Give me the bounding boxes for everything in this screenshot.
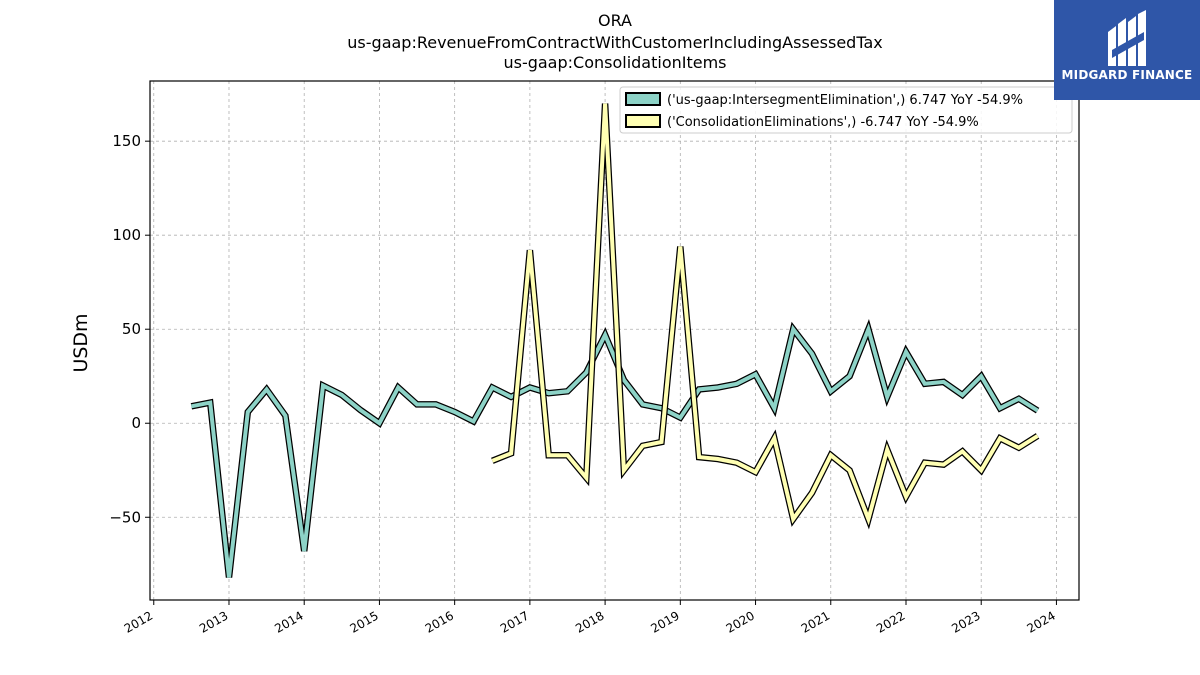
logo-text: MIDGARD FINANCE bbox=[1061, 68, 1193, 82]
x-tick-label: 2018 bbox=[573, 608, 606, 635]
y-tick-label: 50 bbox=[122, 320, 141, 338]
legend-box bbox=[619, 86, 1073, 134]
legend-swatch-consolidation-eliminations bbox=[625, 114, 661, 128]
plot-frame bbox=[149, 80, 1080, 601]
legend-label-intersegment-elimination: ('us-gaap:IntersegmentElimination',) 6.7… bbox=[667, 93, 1023, 108]
series-0-line bbox=[191, 322, 1039, 578]
legend-swatch-intersegment-elimination bbox=[625, 92, 661, 106]
series-layer bbox=[190, 103, 1040, 578]
x-tick-label: 2020 bbox=[724, 608, 757, 635]
logo-mark-icon bbox=[1108, 10, 1146, 66]
legend-label-consolidation-eliminations: ('ConsolidationEliminations',) -6.747 Yo… bbox=[667, 115, 979, 130]
chart-title-line-2: us-gaap:RevenueFromContractWithCustomerI… bbox=[347, 33, 882, 52]
y-tick-label: 150 bbox=[112, 132, 141, 150]
series-0-outline bbox=[190, 319, 1040, 578]
x-tick-label: 2012 bbox=[122, 608, 155, 635]
legend: ('us-gaap:IntersegmentElimination',) 6.7… bbox=[619, 86, 1073, 134]
series-1-line bbox=[491, 103, 1039, 526]
x-tick-label: 2014 bbox=[272, 608, 305, 635]
x-tick-label: 2016 bbox=[423, 608, 456, 635]
y-axis-label: USDm bbox=[70, 313, 92, 372]
y-tick-label: −50 bbox=[109, 508, 141, 526]
x-tick-label: 2013 bbox=[197, 608, 230, 635]
y-tick-label: 0 bbox=[131, 414, 141, 432]
chart-title-line-3: us-gaap:ConsolidationItems bbox=[503, 53, 726, 72]
x-tick-label: 2019 bbox=[648, 608, 681, 635]
x-tick-label: 2023 bbox=[949, 608, 982, 635]
x-tick-label: 2015 bbox=[347, 608, 380, 635]
y-tick-label: 100 bbox=[112, 226, 141, 244]
x-tick-label: 2022 bbox=[874, 608, 907, 635]
grid bbox=[150, 81, 1079, 600]
x-tick-label: 2017 bbox=[498, 608, 531, 635]
midgard-finance-logo: MIDGARD FINANCE bbox=[1054, 0, 1200, 100]
ticks: 2012 2013 2014 2015 2016 2017 2018 2019 2020 2021… bbox=[109, 132, 1058, 636]
x-tick-label: 2021 bbox=[799, 608, 832, 635]
x-tick-label: 2024 bbox=[1024, 608, 1057, 635]
chart-title-line-1: ORA bbox=[598, 11, 632, 30]
